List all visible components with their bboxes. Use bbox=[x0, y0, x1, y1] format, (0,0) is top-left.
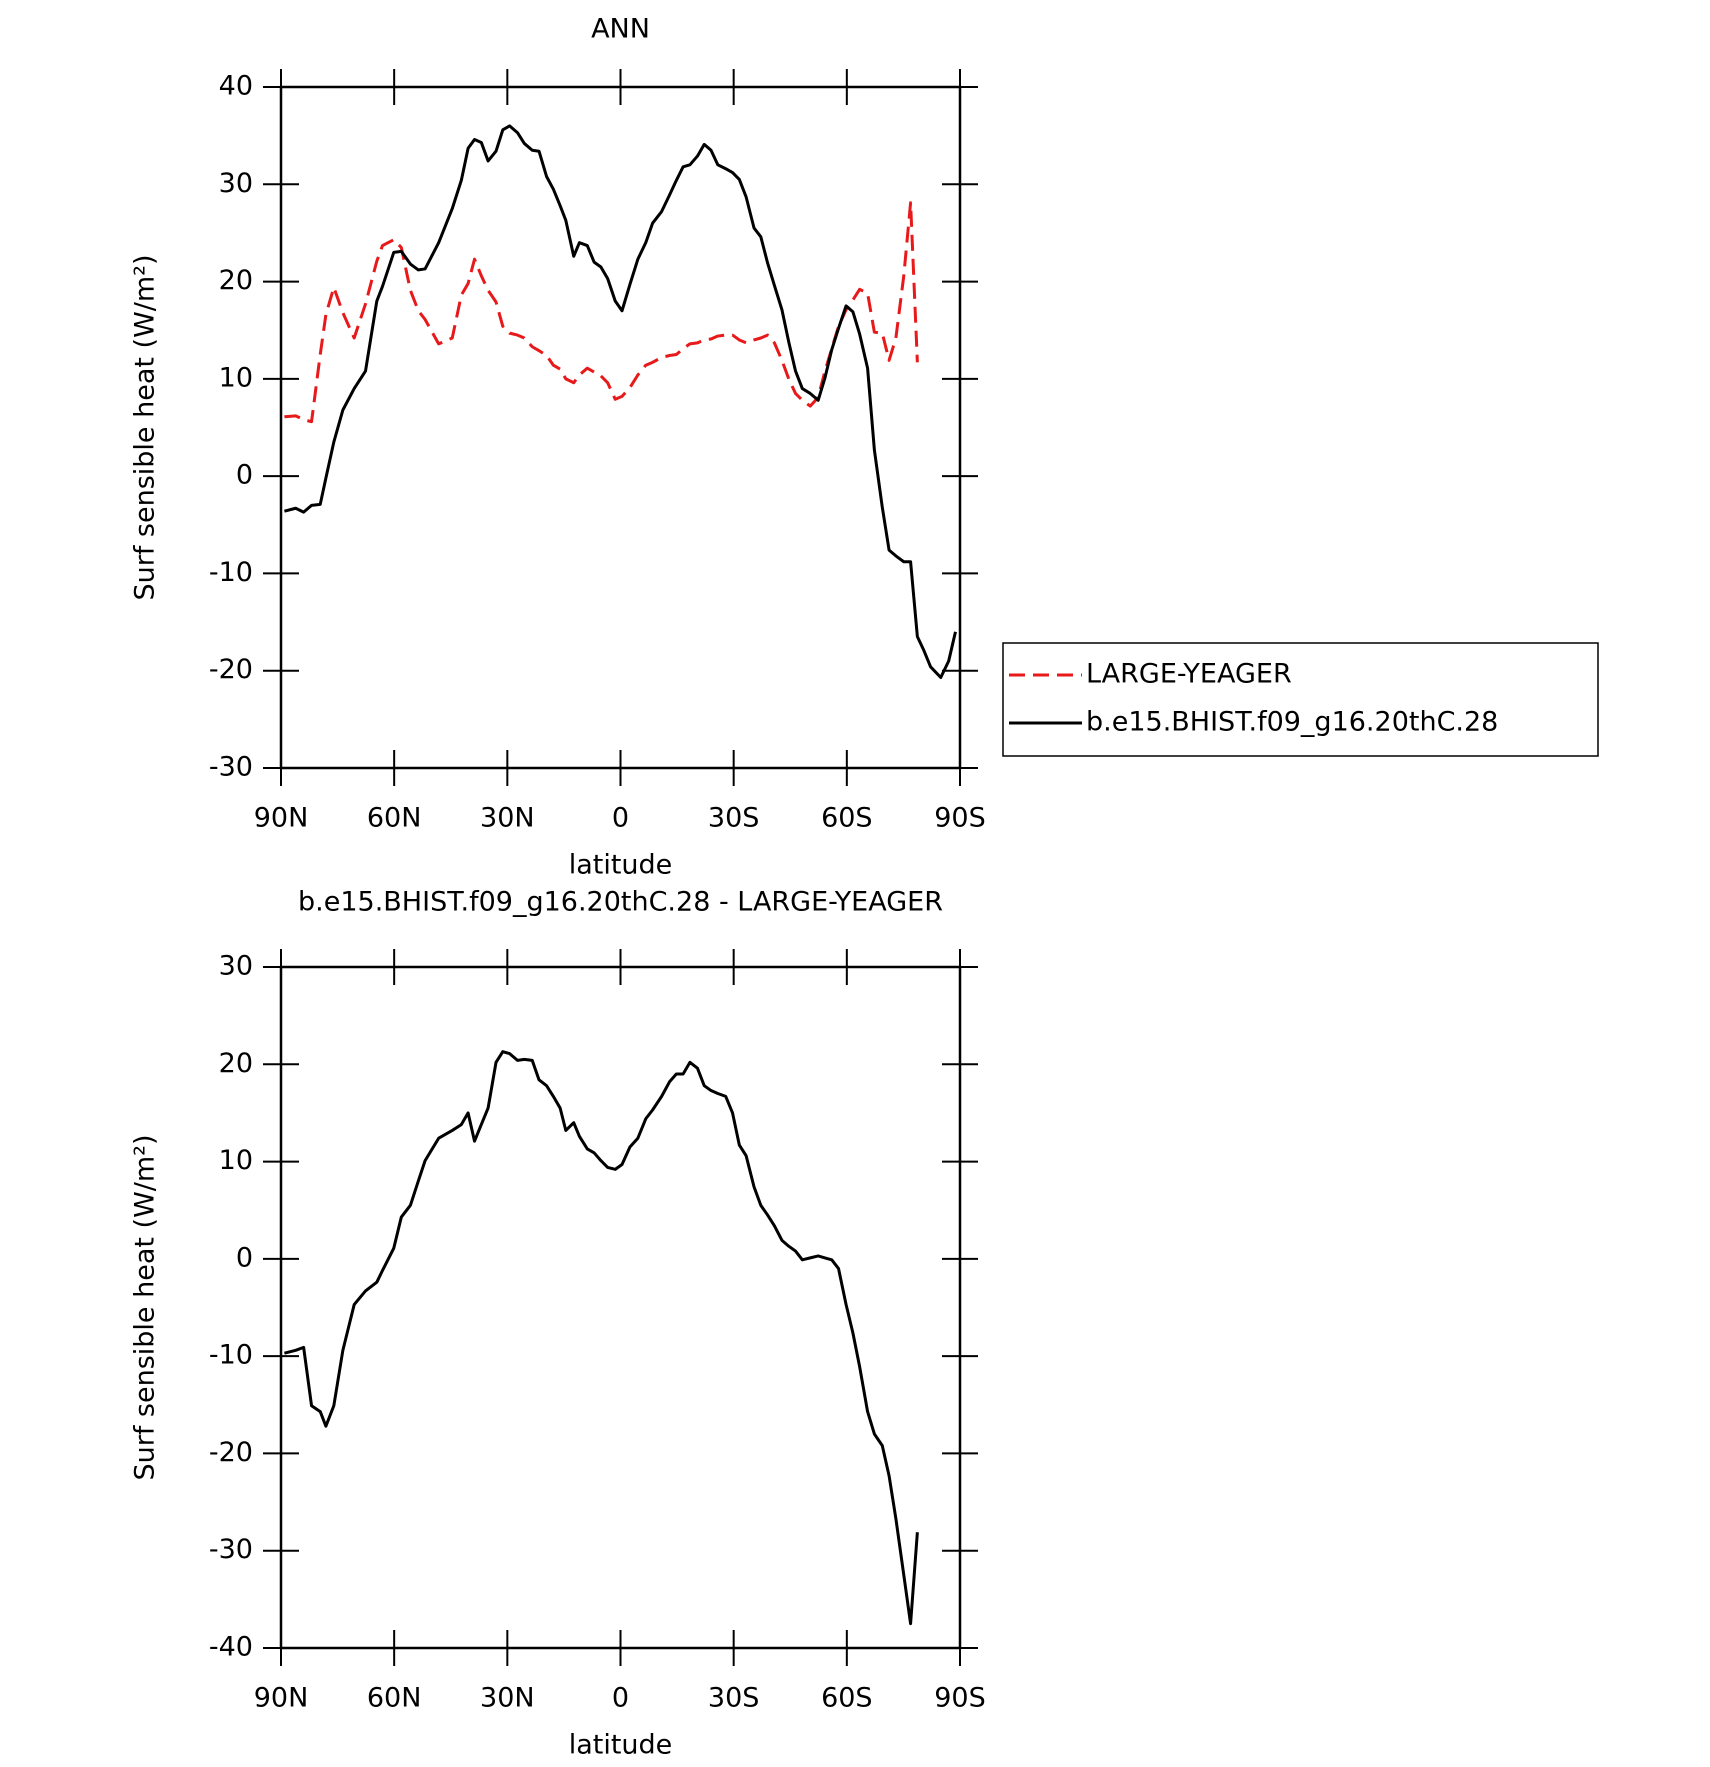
plot-frame bbox=[279, 965, 962, 1650]
y-tick-label: 30 bbox=[219, 951, 253, 982]
x-tick-label: 90N bbox=[254, 1683, 309, 1714]
y-tick-label: -30 bbox=[209, 1534, 253, 1565]
x-tick-label: 60S bbox=[821, 803, 873, 834]
y-tick-label: 0 bbox=[236, 1242, 253, 1273]
y-tick-label: 0 bbox=[236, 460, 253, 491]
legend-label: LARGE-YEAGER bbox=[1086, 659, 1292, 690]
x-tick-label: 60N bbox=[367, 1683, 422, 1714]
x-tick-label: 60N bbox=[367, 803, 422, 834]
y-tick-label: -20 bbox=[209, 1437, 253, 1468]
x-tick-label: 90S bbox=[934, 803, 986, 834]
y-tick-label: -20 bbox=[209, 654, 253, 685]
plot-frame bbox=[279, 85, 962, 770]
y-tick-label: -10 bbox=[209, 1340, 253, 1371]
y-tick-label: -40 bbox=[209, 1632, 253, 1663]
y-axis-label: Surf sensible heat (W/m²) bbox=[130, 1134, 161, 1480]
y-axis-label: Surf sensible heat (W/m²) bbox=[130, 254, 161, 600]
x-axis-label: latitude bbox=[569, 1730, 673, 1761]
data-line bbox=[284, 124, 957, 680]
y-tick-label: 10 bbox=[219, 362, 253, 393]
legend-box bbox=[1002, 642, 1599, 757]
y-tick-label: 40 bbox=[219, 71, 253, 102]
x-axis-label: latitude bbox=[569, 850, 673, 881]
y-tick-label: 10 bbox=[219, 1145, 253, 1176]
x-tick-label: 0 bbox=[612, 803, 629, 834]
x-tick-label: 60S bbox=[821, 1683, 873, 1714]
chart-title: ANN bbox=[591, 14, 650, 45]
data-line bbox=[284, 1050, 919, 1626]
x-tick-label: 90N bbox=[254, 803, 309, 834]
x-tick-label: 90S bbox=[934, 1683, 986, 1714]
x-tick-label: 30S bbox=[708, 803, 760, 834]
data-line bbox=[284, 201, 919, 424]
chart-title: b.e15.BHIST.f09_g16.20thC.28 - LARGE-YEA… bbox=[298, 887, 943, 918]
y-tick-label: 20 bbox=[219, 265, 253, 296]
y-tick-label: -10 bbox=[209, 557, 253, 588]
x-tick-label: 30S bbox=[708, 1683, 760, 1714]
y-tick-label: -30 bbox=[209, 752, 253, 783]
y-tick-label: 30 bbox=[219, 168, 253, 199]
x-tick-label: 0 bbox=[612, 1683, 629, 1714]
x-tick-label: 30N bbox=[480, 803, 535, 834]
legend-label: b.e15.BHIST.f09_g16.20thC.28 bbox=[1086, 707, 1498, 738]
x-tick-label: 30N bbox=[480, 1683, 535, 1714]
y-tick-label: 20 bbox=[219, 1048, 253, 1079]
